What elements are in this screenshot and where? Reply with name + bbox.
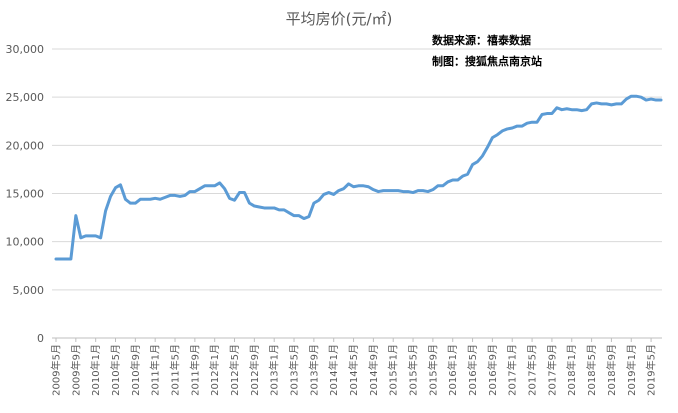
x-tick-label: 2012年9月	[248, 344, 261, 396]
x-tick-label: 2011年5月	[169, 344, 182, 396]
x-tick-label: 2012年1月	[208, 344, 221, 396]
y-axis-ticks: 0 5,000 10,000 15,000 20,000 25,000 30,000	[6, 43, 45, 345]
x-tick-label: 2018年1月	[565, 344, 578, 396]
x-tick-label: 2013年1月	[268, 344, 281, 396]
x-tick-label: 2017年1月	[506, 344, 519, 396]
x-tick-label: 2010年1月	[89, 344, 102, 396]
y-tick-label: 5,000	[13, 284, 45, 297]
x-tick-label: 2010年9月	[129, 344, 142, 396]
x-tick-label: 2014年5月	[347, 344, 360, 396]
x-tick-label: 2013年9月	[307, 344, 320, 396]
x-tick-label: 2016年9月	[486, 344, 499, 396]
y-tick-label: 15,000	[6, 188, 45, 201]
x-tick-label: 2016年5月	[466, 344, 479, 396]
x-tick-label: 2012年5月	[228, 344, 241, 396]
y-tick-label: 30,000	[6, 43, 45, 56]
data-source-note: 数据来源：禧泰数据	[432, 33, 531, 47]
x-tick-label: 2011年1月	[149, 344, 162, 396]
x-tick-label: 2017年9月	[545, 344, 558, 396]
x-tick-label: 2013年5月	[288, 344, 301, 396]
x-tick-label: 2019年1月	[625, 344, 638, 396]
x-tick-label: 2016年1月	[446, 344, 459, 396]
y-tick-label: 20,000	[6, 139, 45, 152]
x-tick-label: 2018年9月	[605, 344, 618, 396]
x-tick-label: 2018年5月	[585, 344, 598, 396]
x-tick-label: 2015年5月	[407, 344, 420, 396]
x-tick-label: 2015年1月	[387, 344, 400, 396]
x-tick-label: 2014年1月	[327, 344, 340, 396]
series-layer	[54, 94, 663, 261]
x-tick-label: 2015年9月	[426, 344, 439, 396]
y-tick-label: 10,000	[6, 236, 45, 249]
x-tick-label: 2017年5月	[526, 344, 539, 396]
price-series-line	[54, 94, 663, 261]
x-tick-label: 2019年5月	[645, 344, 658, 396]
x-tick-label: 2009年9月	[69, 344, 82, 396]
gridlines	[52, 48, 662, 339]
chart-author-note: 制图：搜狐焦点南京站	[432, 54, 542, 68]
x-tick-label: 2011年9月	[188, 344, 201, 396]
x-tick-label: 2014年9月	[367, 344, 380, 396]
x-tick-label: 2009年5月	[50, 344, 63, 396]
chart-title: 平均房价(元/㎡)	[286, 10, 393, 28]
x-tick-label: 2010年5月	[109, 344, 122, 396]
y-tick-label: 25,000	[6, 91, 45, 104]
y-tick-label: 0	[37, 332, 44, 345]
x-axis-ticks: 2009年5月 2009年9月 2010年1月 2010年5月 2010年9月 2011年…	[50, 338, 658, 396]
